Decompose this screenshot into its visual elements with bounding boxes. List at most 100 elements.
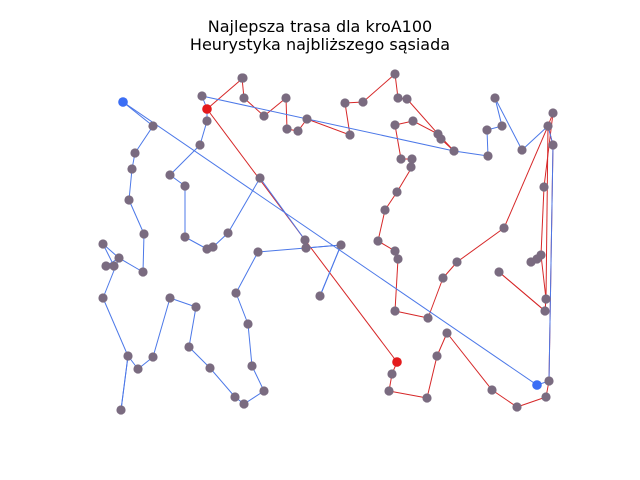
blue-route-segment [259, 177, 306, 241]
blue-route-segment [319, 244, 342, 297]
city-node [390, 246, 400, 256]
blue-route-segment [201, 95, 455, 152]
city-node [109, 261, 119, 271]
endpoint-layer [118, 97, 542, 390]
city-node [393, 254, 403, 264]
city-node [114, 253, 124, 263]
red-route-segment [263, 97, 287, 117]
city-node [402, 94, 412, 104]
city-node [282, 124, 292, 134]
chart-title-line-2: Heurystyka najbliższego sąsiada [190, 35, 450, 54]
city-node [243, 319, 253, 329]
city-node [423, 313, 433, 323]
red-route-segment [206, 77, 244, 110]
red-route-segment [426, 355, 438, 399]
blue-route-segment [142, 233, 145, 273]
blue-route-segment [118, 257, 144, 273]
city-node [165, 293, 175, 303]
blue-route-segment [494, 97, 523, 151]
red-route-segment [540, 254, 547, 300]
city-node [281, 93, 291, 103]
city-node [230, 392, 240, 402]
city-node [358, 97, 368, 107]
city-node [548, 140, 558, 150]
city-node [127, 164, 137, 174]
city-node [512, 402, 522, 412]
red-route-endpoint [392, 357, 402, 367]
city-node [255, 173, 265, 183]
city-node [396, 154, 406, 164]
red-route-segment [412, 120, 439, 135]
blue-route-segment [548, 144, 554, 382]
red-route-segment [394, 310, 429, 319]
blue-route-segment [235, 251, 259, 294]
city-node [499, 223, 509, 233]
blue-route-segment [188, 346, 211, 369]
blue-route-segment [227, 177, 261, 234]
city-node [98, 293, 108, 303]
city-node [98, 239, 108, 249]
blue-route-segment [257, 244, 342, 253]
city-node [336, 240, 346, 250]
blue-route-segment [188, 306, 197, 348]
city-node [392, 187, 402, 197]
city-node [259, 111, 269, 121]
city-node [541, 392, 551, 402]
blue-route-segment [169, 144, 201, 176]
city-node [393, 93, 403, 103]
city-node [543, 121, 553, 131]
city-node [390, 306, 400, 316]
red-route-segment [306, 118, 351, 136]
red-route-segment [456, 227, 505, 263]
red-route-segment [498, 271, 546, 312]
route-layer [102, 73, 554, 411]
blue-route-endpoint [532, 380, 542, 390]
city-node [302, 114, 312, 124]
city-node [208, 242, 218, 252]
city-node [380, 205, 390, 215]
city-node [436, 134, 446, 144]
blue-route-segment [247, 323, 253, 367]
city-node [449, 146, 459, 156]
city-node [373, 236, 383, 246]
red-route-segment [394, 124, 402, 160]
blue-route-segment [235, 292, 249, 325]
city-node [432, 351, 442, 361]
red-route-endpoint [202, 104, 212, 114]
city-node [300, 235, 310, 245]
red-route-segment [491, 389, 518, 408]
city-node [490, 93, 500, 103]
city-node [406, 162, 416, 172]
city-node [494, 267, 504, 277]
city-node [345, 130, 355, 140]
city-node [191, 302, 201, 312]
city-node [116, 405, 126, 415]
blue-route-segment [209, 367, 236, 398]
city-node [259, 386, 269, 396]
city-node [239, 93, 249, 103]
city-node [123, 351, 133, 361]
city-node [148, 352, 158, 362]
city-node [148, 121, 158, 131]
city-node [223, 228, 233, 238]
city-node [139, 229, 149, 239]
blue-route-segment [494, 97, 503, 127]
red-route-segment [545, 125, 549, 300]
city-node [165, 170, 175, 180]
city-node [124, 195, 134, 205]
red-route-segment [503, 125, 549, 229]
city-node [101, 261, 111, 271]
city-node [438, 273, 448, 283]
blue-route-segment [128, 199, 145, 235]
red-route-segment [388, 390, 428, 399]
city-node [407, 154, 417, 164]
city-node [544, 376, 554, 386]
blue-route-segment [251, 365, 265, 392]
city-node [442, 328, 452, 338]
city-node [247, 361, 257, 371]
city-node [408, 116, 418, 126]
red-route-segment [285, 97, 288, 130]
blue-route-segment [152, 297, 171, 358]
city-node [293, 126, 303, 136]
city-node [195, 140, 205, 150]
